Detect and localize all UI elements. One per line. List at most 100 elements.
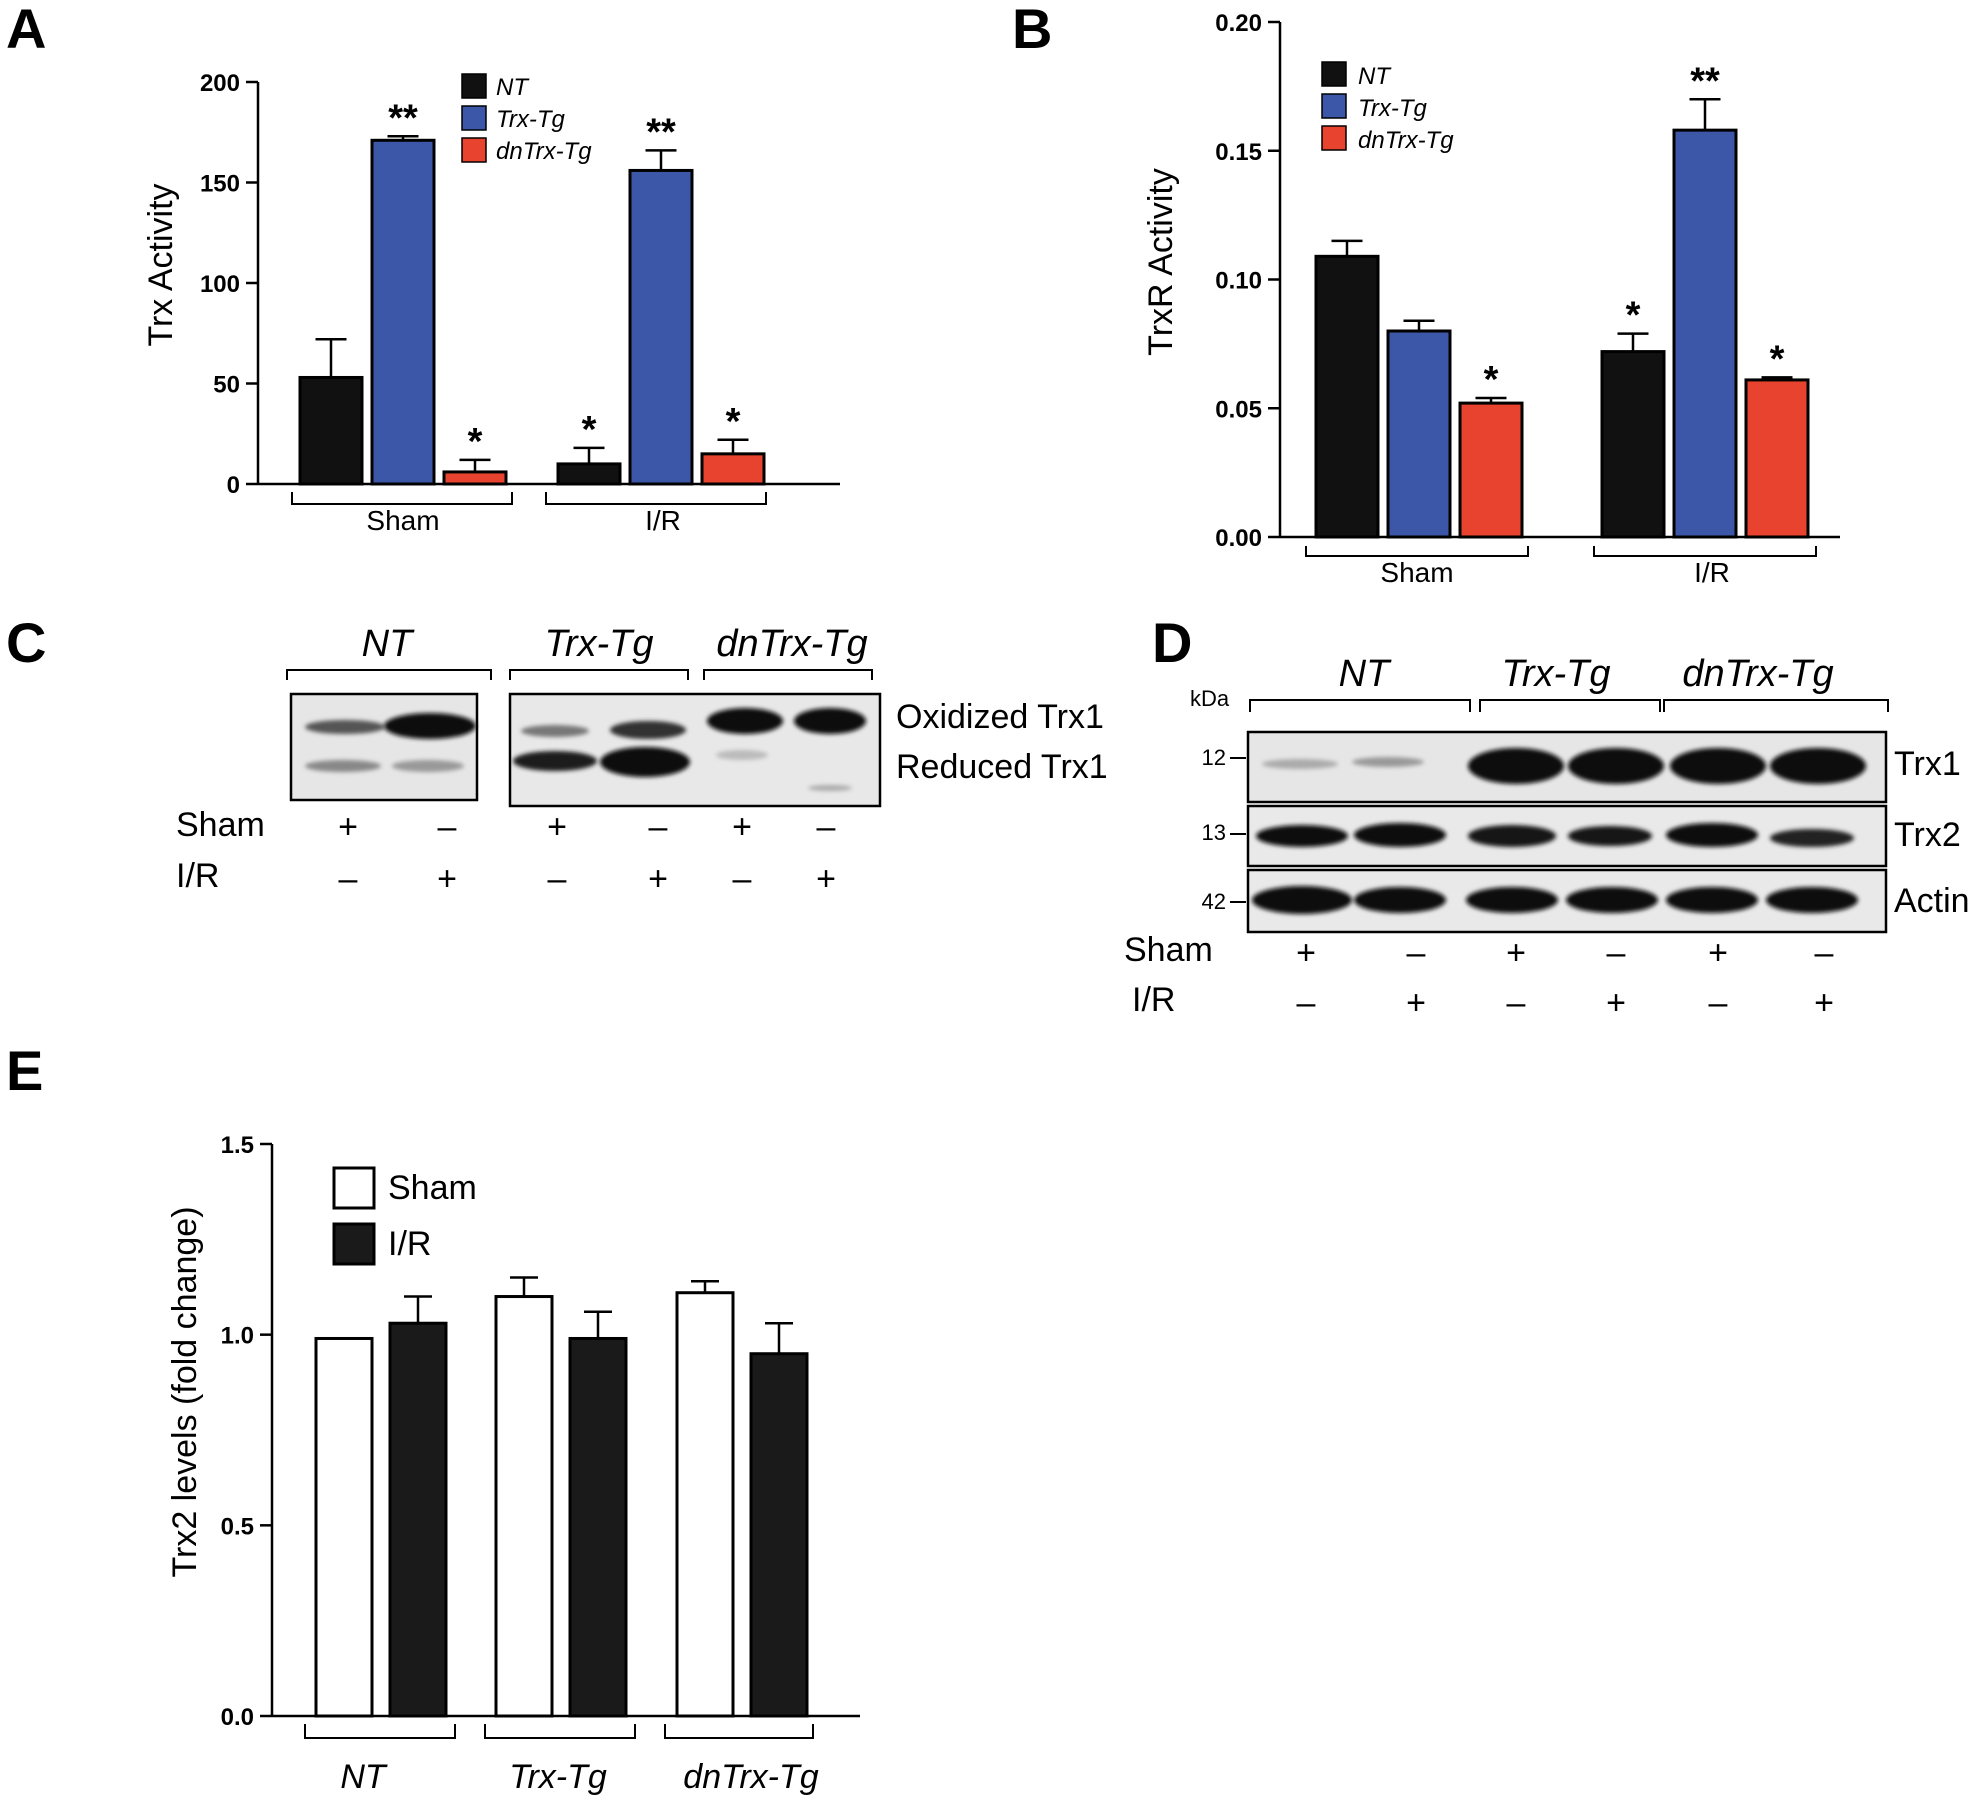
- blot-d-band: [1666, 823, 1758, 847]
- chart-a-significance-mark: *: [726, 401, 741, 443]
- chart-b-group-bracket: [1305, 546, 1529, 557]
- blot-d-band: [1252, 886, 1352, 914]
- blot-c-sign: –: [548, 860, 567, 898]
- blot-d-bands: [1252, 748, 1866, 914]
- chart-a-legend-label-dntrx-tg: dnTrx-Tg: [496, 138, 592, 165]
- chart-b-y-tick-label: 0.20: [1215, 10, 1262, 37]
- panel-letter-e: E: [6, 1039, 43, 1102]
- blot-c-row-label-sham: Sham: [176, 806, 265, 844]
- blot-c-band: [794, 708, 866, 734]
- chart-e-i-r-bar: [749, 1352, 809, 1718]
- chart-b-group-label-ir: I/R: [1694, 557, 1730, 588]
- blot-d-sign: +: [1296, 934, 1316, 972]
- chart-a-significance-mark: **: [388, 97, 418, 139]
- chart-b-significance-mark: *: [1626, 295, 1641, 337]
- blot-d-band: [1262, 759, 1338, 769]
- blot-d-row-label-ir: I/R: [1132, 981, 1175, 1019]
- blot-d-strip-label-trx1: Trx1: [1894, 745, 1961, 783]
- chart-e-sham-bar: [314, 1336, 374, 1718]
- chart-b-group-label-sham: Sham: [1380, 557, 1453, 588]
- chart-b-ylabel: TrxR Activity: [1142, 168, 1180, 356]
- blot-c-band: [521, 725, 589, 737]
- blot-d-strip-label-trx2: Trx2: [1894, 816, 1961, 854]
- blot-c-band: [716, 750, 768, 760]
- chart-b-significance-mark: *: [1484, 359, 1499, 401]
- chart-e-category-bracket: [304, 1724, 456, 1739]
- blot-c-sign: +: [732, 808, 752, 846]
- chart-a-ylabel: Trx Activity: [142, 183, 180, 346]
- chart-e-category-bracket: [484, 1724, 636, 1739]
- blot-d-bracket-dntrx-tg: [1663, 699, 1889, 712]
- panel-letter-b: B: [1012, 0, 1052, 60]
- blot-d-bracket-trx-tg: [1479, 699, 1661, 712]
- blot-c-bracket-nt: [286, 669, 492, 680]
- blot-d-sign: –: [1407, 934, 1426, 972]
- blot-c-group-label-nt: NT: [362, 623, 415, 665]
- chart-a-nt-bar: [556, 462, 622, 486]
- blot-c-band: [305, 720, 385, 734]
- chart-a-legend-swatch-dntrx-tg: [461, 137, 487, 163]
- chart-a-trx-tg-bar: [370, 138, 436, 486]
- chart-a-significance-mark: *: [468, 421, 483, 463]
- chart-b-legend-label-trx-tg: Trx-Tg: [1358, 95, 1428, 122]
- chart-b-nt-bar: [1600, 350, 1666, 539]
- blot-d-kda-trx1: 12: [1202, 745, 1226, 770]
- western-blot-d: NT Trx-Tg dnTrx-Tg kDa 12: [1124, 653, 1970, 1022]
- western-blot-c: NT Trx-Tg dnTrx-Tg Oxidized Trx1 Reduced…: [176, 623, 1108, 898]
- blot-c-bracket-dntrx-tg: [703, 669, 873, 680]
- blot-d-sign: –: [1815, 934, 1834, 972]
- blot-c-band: [707, 708, 783, 734]
- chart-a-trx-tg-bar: [628, 168, 694, 486]
- blot-d-band: [1352, 757, 1424, 767]
- chart-a-nt-bar: [298, 375, 364, 486]
- blot-d-sign: –: [1507, 984, 1526, 1022]
- blot-d-band: [1468, 748, 1564, 784]
- blot-c-sign: +: [338, 808, 358, 846]
- blot-c-row-label-ir: I/R: [176, 857, 219, 895]
- chart-a: Trx Activity Sham I/R NT Trx-Tg dnTrx-Tg…: [142, 70, 840, 536]
- chart-e-legend-swatch-sham: [332, 1166, 376, 1210]
- chart-b-y-tick-label: 0.00: [1215, 525, 1262, 552]
- chart-a-y-tick-label: 0: [227, 472, 240, 499]
- blot-d-band: [1770, 829, 1854, 847]
- chart-b-dntrx-tg-bar: [1458, 401, 1524, 539]
- chart-b-group-bracket: [1593, 546, 1817, 557]
- chart-b-legend-swatch-trx-tg: [1321, 93, 1347, 119]
- blot-d-band: [1354, 887, 1446, 913]
- blot-d-band: [1256, 825, 1348, 847]
- chart-e-i-r-bar: [388, 1321, 448, 1718]
- blot-d-group-label-nt: NT: [1339, 653, 1392, 695]
- blot-d-strip-label-actin: Actin: [1894, 882, 1970, 920]
- blot-c-sign: –: [733, 860, 752, 898]
- chart-b-y-tick-label: 0.10: [1215, 268, 1262, 295]
- blot-c-sign: –: [438, 808, 457, 846]
- chart-a-legend-swatch-nt: [461, 73, 487, 99]
- chart-b-significance-mark: *: [1770, 338, 1785, 380]
- blot-d-bracket-nt: [1249, 699, 1471, 712]
- chart-b-trx-tg-bar: [1672, 128, 1738, 539]
- chart-e-i-r-bar: [568, 1336, 628, 1718]
- blot-c-frame-nt: [289, 692, 479, 802]
- chart-a-y-tick-label: 200: [200, 70, 240, 97]
- chart-b-y-tick-label: 0.05: [1215, 396, 1262, 423]
- blot-c-sign: +: [816, 860, 836, 898]
- blot-d-group-label-dntrx-tg: dnTrx-Tg: [1682, 653, 1833, 695]
- blot-c-sign: +: [437, 860, 457, 898]
- blot-c-sign: –: [817, 808, 836, 846]
- chart-a-significance-mark: *: [582, 409, 597, 451]
- blot-d-sign: +: [1814, 984, 1834, 1022]
- blot-d-band: [1468, 825, 1556, 847]
- chart-a-group-bracket: [545, 492, 767, 505]
- chart-b-trx-tg-bar: [1386, 329, 1452, 539]
- blot-c-band: [610, 721, 686, 739]
- panel-letter-c: C: [6, 611, 46, 674]
- chart-a-group-label-ir: I/R: [645, 505, 681, 536]
- chart-e-category-label-dntrx-tg: dnTrx-Tg: [683, 1758, 818, 1796]
- chart-e-sham-bar: [675, 1291, 735, 1718]
- chart-e-category-label-trx-tg: Trx-Tg: [509, 1758, 607, 1796]
- chart-e-ylabel: Trx2 levels (fold change): [166, 1206, 204, 1577]
- chart-a-y-tick-label: 150: [200, 171, 240, 198]
- blot-d-sign: +: [1606, 984, 1626, 1022]
- blot-c-band: [808, 785, 852, 791]
- blot-d-band: [1466, 887, 1558, 913]
